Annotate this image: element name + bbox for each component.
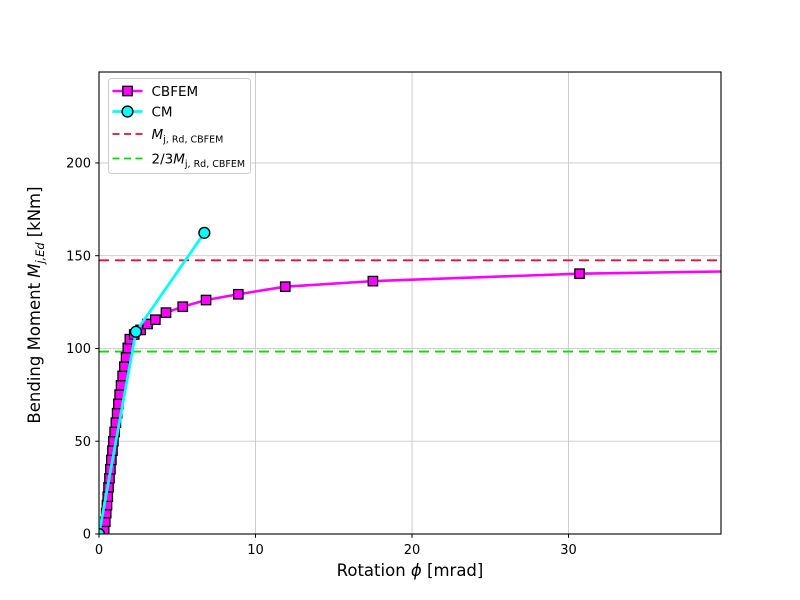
legend-label-cbfem: CBFEM	[152, 84, 199, 100]
legend-sample-marker-cm	[121, 105, 134, 118]
y-tick-label-100: 100	[66, 342, 91, 357]
y-tick-label-200: 200	[66, 157, 91, 172]
marker-square-cbfem	[574, 268, 585, 280]
legend-label-two-thirds-mjrd-cbfem: 2/3Mj, Rd, CBFEM	[152, 152, 246, 171]
marker-circle-cm	[129, 325, 143, 338]
marker-square-cbfem	[149, 314, 161, 326]
legend-box	[108, 78, 251, 174]
marker-circle-cm	[198, 226, 211, 239]
x-tick-label-0: 0	[95, 543, 103, 558]
x-axis-label: Rotation ϕ [mrad]	[337, 561, 484, 580]
axes-border	[98, 71, 722, 535]
marker-square-cbfem	[232, 288, 244, 300]
legend-label-cm: CM	[152, 105, 173, 121]
marker-square-cbfem	[160, 307, 172, 318]
marker-square-cbfem	[200, 294, 212, 306]
y-tick-label-50: 50	[74, 435, 91, 450]
series-layer	[99, 226, 721, 534]
legend: CBFEM CM Mj, Rd, CBFEM 2/3Mj, Rd, CBFEM	[108, 78, 251, 174]
x-tick-label-30: 30	[560, 543, 577, 558]
legend-label-mjrd-cbfem: Mj, Rd, CBFEM	[152, 127, 224, 146]
marker-square-cbfem	[367, 275, 379, 287]
x-tick-label-20: 20	[404, 543, 421, 558]
x-tick-label-10: 10	[247, 543, 264, 558]
marker-square-cbfem	[177, 301, 189, 313]
marker-square-cbfem	[279, 281, 291, 293]
legend-sample-marker-cbfem	[122, 85, 133, 97]
y-tick-label-150: 150	[66, 249, 91, 264]
y-axis-label: Bending Moment Mj,Ed [kNm]	[25, 186, 47, 423]
y-tick-label-0: 0	[83, 528, 91, 543]
